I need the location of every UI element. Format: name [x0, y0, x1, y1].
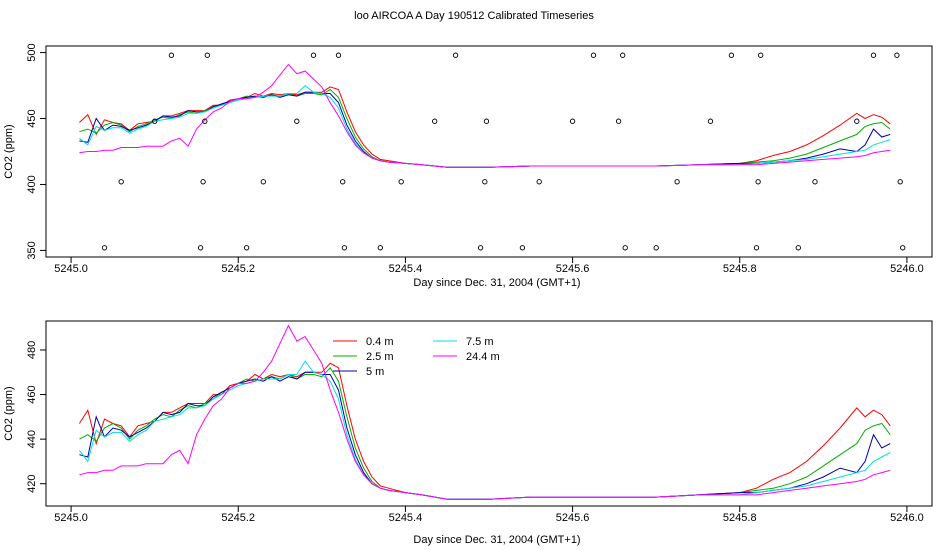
- scatter-point: [753, 245, 760, 251]
- scatter-point: [728, 52, 735, 58]
- y-tick-label: 350: [26, 241, 38, 259]
- y-tick-label: 480: [26, 341, 38, 359]
- scatter-point: [812, 179, 818, 185]
- x-tick-label: 5246.0: [890, 512, 924, 524]
- scatter-point: [432, 118, 438, 124]
- scatter-point: [335, 52, 342, 58]
- x-tick-label: 5245.0: [54, 512, 88, 524]
- scatter-point: [341, 245, 348, 251]
- legend-label: 5 m: [366, 366, 384, 378]
- plot-frame: [45, 320, 933, 507]
- scatter-point: [243, 245, 250, 251]
- legend-label: 0.4 m: [366, 336, 394, 348]
- scatter-point: [536, 179, 542, 185]
- y-tick-label: 500: [26, 43, 38, 61]
- scatter-point: [897, 179, 903, 185]
- y-tick-label: 460: [26, 385, 38, 403]
- scatter-point: [452, 52, 459, 58]
- x-tick-label: 5246.0: [890, 263, 924, 275]
- series-line-2: [79, 88, 891, 168]
- scatter-point: [477, 245, 484, 251]
- legend: 0.4 m 2.5 m 5 m 7.5 m 24.4 m: [333, 336, 500, 378]
- x-tick-label: 5245.2: [221, 512, 255, 524]
- scatter-point: [519, 245, 526, 251]
- legend-label: 7.5 m: [466, 336, 494, 348]
- scatter-point: [152, 118, 158, 124]
- y-tick-label: 450: [26, 109, 38, 127]
- scatter-point: [900, 245, 906, 251]
- x-tick-label: 5245.8: [723, 263, 757, 275]
- series-line-4: [79, 360, 891, 500]
- scatter-point: [894, 52, 900, 58]
- scatter-point: [483, 118, 490, 124]
- series-line-3: [79, 371, 891, 500]
- scatter-point: [101, 245, 108, 251]
- x-tick-label: 5245.2: [221, 263, 255, 275]
- scatter-point: [707, 118, 714, 124]
- x-tick-label: 5245.4: [389, 512, 423, 524]
- scatter-point: [620, 52, 626, 58]
- scatter-point: [168, 52, 175, 58]
- series-line-1: [78, 362, 891, 500]
- x-tick-label: 5245.6: [556, 263, 590, 275]
- legend-label: 24.4 m: [466, 351, 500, 363]
- figure-title: loo AIRCOA A Day 190512 Calibrated Times…: [354, 10, 594, 22]
- bottom-chart-panel: 5245.0 5245.2 5245.4 5245.6 5245.8 5246.0 420 4…: [3, 320, 933, 546]
- y-tick-label: 400: [26, 175, 38, 193]
- x-tick-label: 5245.4: [389, 263, 423, 275]
- scatter-point: [569, 118, 576, 124]
- x-tick-label: 5245.6: [556, 512, 590, 524]
- scatter-point: [398, 179, 404, 185]
- scatter-point: [590, 52, 597, 58]
- scatter-point: [795, 245, 801, 251]
- scatter-point: [758, 52, 764, 58]
- legend-label: 2.5 m: [366, 351, 394, 363]
- scatter-point: [674, 179, 680, 185]
- series-line-5: [79, 324, 891, 500]
- scatter-point: [854, 118, 860, 124]
- x-axis-label: Day since Dec. 31, 2004 (GMT+1): [413, 534, 580, 546]
- scatter-point: [118, 179, 124, 185]
- x-axis-label: Day since Dec. 31, 2004 (GMT+1): [413, 277, 580, 289]
- scatter-point: [755, 179, 761, 185]
- series-line-5: [79, 63, 891, 168]
- scatter-point: [197, 245, 204, 251]
- x-tick-label: 5245.0: [54, 263, 88, 275]
- scatter-point: [260, 179, 266, 185]
- x-tick-label: 5245.8: [723, 512, 757, 524]
- series-line-3: [79, 91, 891, 168]
- scatter-point: [294, 118, 300, 124]
- scatter-point: [202, 118, 208, 124]
- scatter-point: [204, 52, 210, 58]
- scatter-point: [870, 52, 877, 58]
- series-line-2: [79, 366, 891, 500]
- y-axis-label: CO2 (ppm): [3, 124, 15, 178]
- scatter-point: [200, 179, 206, 185]
- scatter-point: [482, 179, 488, 185]
- plot-frame: [45, 45, 933, 258]
- scatter-point: [340, 179, 346, 185]
- y-axis-label: CO2 (ppm): [3, 386, 15, 440]
- scatter-point: [622, 245, 628, 251]
- y-tick-label: 440: [26, 430, 38, 448]
- top-chart-panel: 5245.0 5245.2 5245.4 5245.6 5245.8 5246.0 350 4…: [3, 43, 933, 289]
- scatter-point: [377, 245, 383, 251]
- scatter-point: [653, 245, 659, 251]
- scatter-point: [310, 52, 317, 58]
- series-line-1: [79, 86, 891, 168]
- scatter-point: [615, 118, 622, 124]
- series-line-4: [79, 84, 891, 168]
- y-tick-label: 420: [26, 475, 38, 493]
